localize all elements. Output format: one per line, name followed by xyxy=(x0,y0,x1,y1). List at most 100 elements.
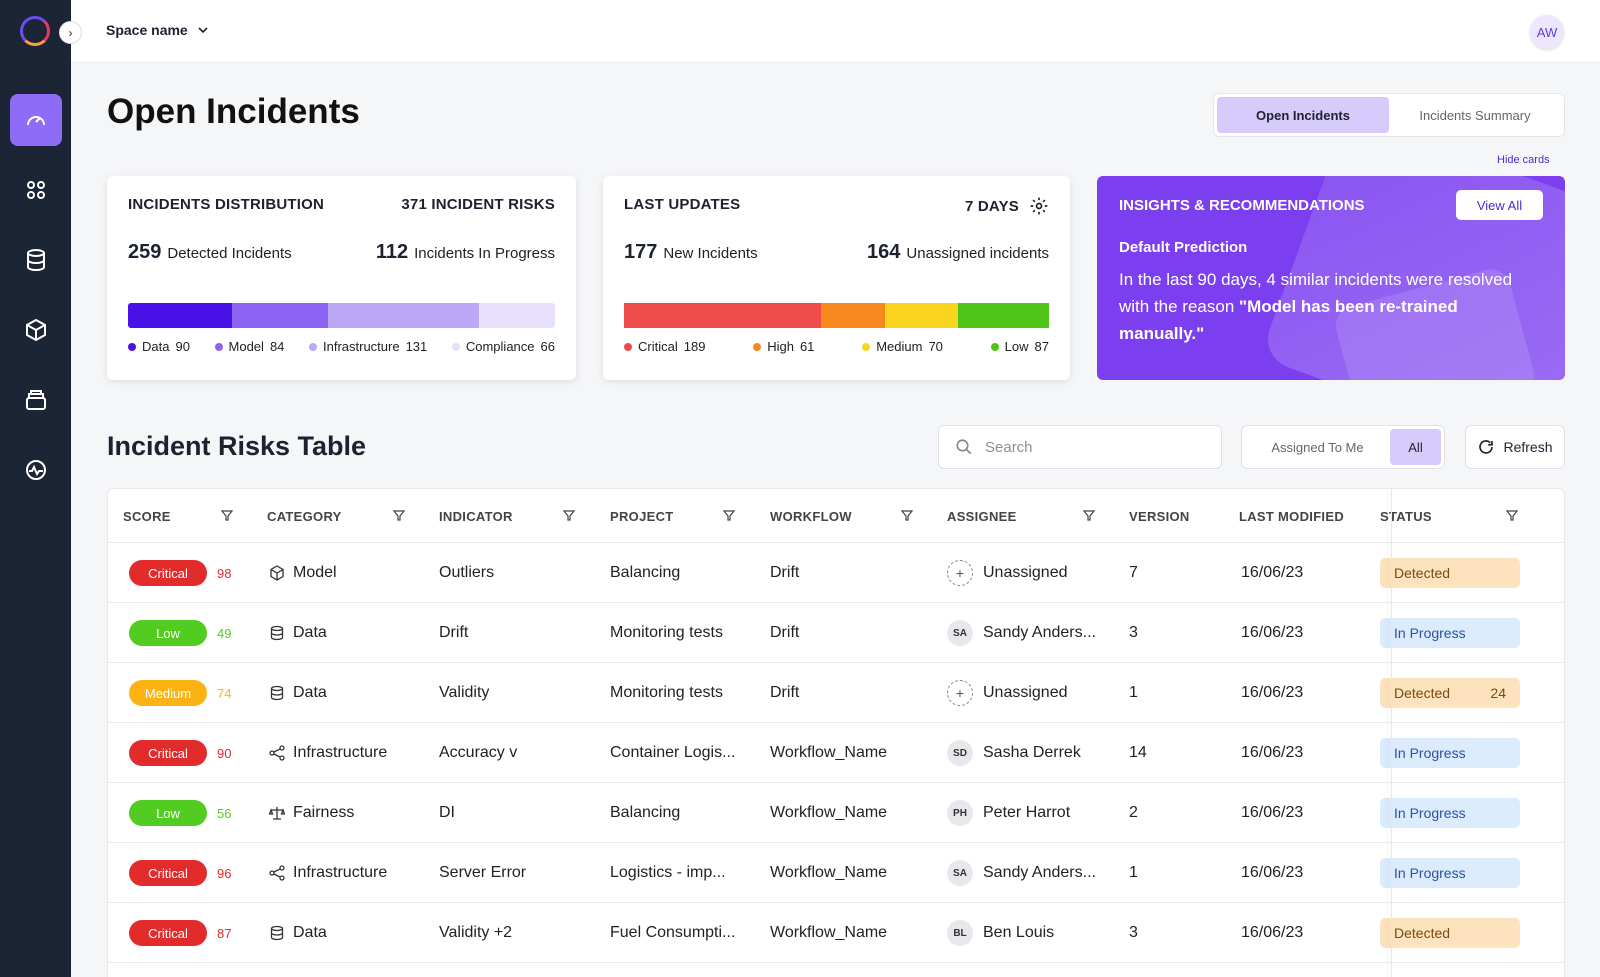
last-modified-value: 16/06/23 xyxy=(1241,564,1304,581)
column-header-project[interactable]: PROJECT xyxy=(610,508,674,524)
legend-label: Model xyxy=(228,339,264,354)
table-row[interactable]: Critical 87 Data Validity +2 Fuel Consumpti.… xyxy=(108,903,1564,963)
indicator-label: Drift xyxy=(439,624,469,641)
filter-icon[interactable] xyxy=(1083,509,1095,521)
view-all-button[interactable]: View All xyxy=(1456,190,1543,220)
column-header-assignee[interactable]: ASSIGNEE xyxy=(947,508,1017,524)
filter-icon[interactable] xyxy=(901,509,913,521)
version-value: 2 xyxy=(1129,804,1138,821)
status-badge[interactable]: In Progress xyxy=(1380,618,1520,648)
filter-icon[interactable] xyxy=(1506,509,1518,521)
gear-icon[interactable] xyxy=(1029,196,1049,216)
status-badge[interactable]: In Progress xyxy=(1380,858,1520,888)
nav-monitoring[interactable] xyxy=(10,444,62,496)
column-header-version[interactable]: VERSION xyxy=(1129,508,1190,524)
assignee-name: Unassigned xyxy=(983,684,1068,701)
project-label: Balancing xyxy=(610,564,681,581)
assignee-name: Unassigned xyxy=(983,564,1068,581)
last-modified-value: 16/06/23 xyxy=(1241,684,1304,701)
table-row[interactable]: Low 56 Fairness DI Balancing Workflow_Name PH P… xyxy=(108,783,1564,843)
tab-open-incidents[interactable]: Open Incidents xyxy=(1217,97,1389,133)
filter-icon[interactable] xyxy=(563,509,575,521)
database-icon xyxy=(270,685,284,701)
legend-dot xyxy=(128,343,136,351)
legend-value: 84 xyxy=(269,339,285,354)
user-avatar[interactable]: AW xyxy=(1530,15,1564,49)
app-logo[interactable] xyxy=(20,16,50,46)
status-badge[interactable]: In Progress xyxy=(1380,798,1520,828)
filter-assigned-to-me[interactable]: Assigned To Me xyxy=(1271,439,1364,455)
activity-icon xyxy=(26,460,46,480)
dist-legend-compliance: Compliance 66 xyxy=(451,339,555,354)
column-header-workflow[interactable]: WORKFLOW xyxy=(770,508,852,524)
nav-data[interactable] xyxy=(10,234,62,286)
table-row[interactable]: Critical 98 Model Outliers Balancing Drift + Un… xyxy=(108,543,1564,603)
column-header-status[interactable]: STATUS xyxy=(1380,508,1432,524)
last-updates-card: LAST UPDATES 7 DAYS 177 New Incidents 164… xyxy=(603,176,1070,380)
dist-segment-infrastructure xyxy=(328,303,480,328)
category-label: Data xyxy=(293,624,327,641)
dist-legend-infrastructure: Infrastructure 131 xyxy=(308,339,427,354)
database-icon xyxy=(27,249,45,272)
severity-badge: Critical xyxy=(129,740,207,766)
column-header-category[interactable]: CATEGORY xyxy=(267,508,342,524)
workflow-cell: Workflow_Name xyxy=(770,843,887,903)
upd-legend-medium: Medium 70 xyxy=(862,339,943,354)
search-placeholder: Search xyxy=(985,438,1033,456)
refresh-button[interactable]: Refresh xyxy=(1465,425,1565,469)
score-cell: Low 56 xyxy=(129,783,231,843)
table-row[interactable]: Low 49 Data Drift Monitoring tests Drift SA San… xyxy=(108,603,1564,663)
table-row[interactable]: Critical 96 Infrastructure Server Error Logi… xyxy=(108,843,1564,903)
refresh-label: Refresh xyxy=(1503,439,1553,455)
workflow-label: Drift xyxy=(770,564,800,581)
sidebar-expand-button[interactable]: › xyxy=(59,21,82,44)
search-icon xyxy=(956,439,972,455)
legend-value: 189 xyxy=(683,339,706,354)
search-input[interactable]: Search xyxy=(938,425,1222,469)
space-selector[interactable]: Space name xyxy=(106,22,208,38)
filter-icon[interactable] xyxy=(221,509,233,521)
score-cell: Critical 90 xyxy=(129,723,231,783)
table-row[interactable]: Medium 74 Data Validity Monitoring tests Drif… xyxy=(108,663,1564,723)
nav-dashboard[interactable] xyxy=(10,94,62,146)
status-badge[interactable]: Detected xyxy=(1380,558,1520,588)
project-cell: Monitoring tests xyxy=(610,663,723,723)
last-modified-cell: 16/06/23 xyxy=(1241,723,1303,783)
assignee-cell: BL Ben Louis xyxy=(947,903,1054,963)
hide-cards-link[interactable]: Hide cards xyxy=(1497,154,1550,166)
category-label: Infrastructure xyxy=(293,744,388,761)
legend-label: Low xyxy=(1004,339,1029,354)
legend-value: 90 xyxy=(175,339,190,354)
filter-all[interactable]: All xyxy=(1390,429,1441,465)
score-value: 74 xyxy=(217,685,232,701)
status-badge[interactable]: Detected xyxy=(1380,918,1520,948)
nav-models[interactable] xyxy=(10,304,62,356)
category-label: Data xyxy=(293,684,327,701)
assignee-name: Sandy Anders... xyxy=(983,864,1096,881)
workflow-label: Drift xyxy=(770,684,800,701)
status-badge[interactable]: Detected 24 xyxy=(1380,678,1520,708)
dist-segment-compliance xyxy=(479,303,555,328)
sidebar xyxy=(0,0,71,977)
score-value: 87 xyxy=(217,925,232,941)
table-row[interactable]: Critical 90 Infrastructure Accuracy v Contai… xyxy=(108,723,1564,783)
column-header-indicator[interactable]: INDICATOR xyxy=(439,508,513,524)
project-cell: Logistics - imp... xyxy=(610,843,726,903)
severity-badge: Critical xyxy=(129,560,207,586)
tab-incidents-summary[interactable]: Incidents Summary xyxy=(1419,107,1531,123)
assignee-cell: PH Peter Harrot xyxy=(947,783,1070,843)
nav-apps[interactable] xyxy=(10,164,62,216)
column-header-last-modified[interactable]: LAST MODIFIED xyxy=(1239,508,1345,524)
category-cell: Infrastructure xyxy=(269,723,387,783)
insights-text: In the last 90 days, 4 similar incidents… xyxy=(1119,266,1539,347)
filter-icon[interactable] xyxy=(723,509,735,521)
column-header-score[interactable]: SCORE xyxy=(123,508,171,524)
insights-text-highlight: "Model has been re-trained manually." xyxy=(1119,297,1458,343)
status-label: In Progress xyxy=(1394,745,1466,761)
filter-icon[interactable] xyxy=(393,509,405,521)
score-cell: Critical 96 xyxy=(129,843,231,903)
upd-legend-low: Low 87 xyxy=(990,339,1049,354)
space-name-label: Space name xyxy=(106,22,188,38)
nav-storage[interactable] xyxy=(10,374,62,426)
status-badge[interactable]: In Progress xyxy=(1380,738,1520,768)
